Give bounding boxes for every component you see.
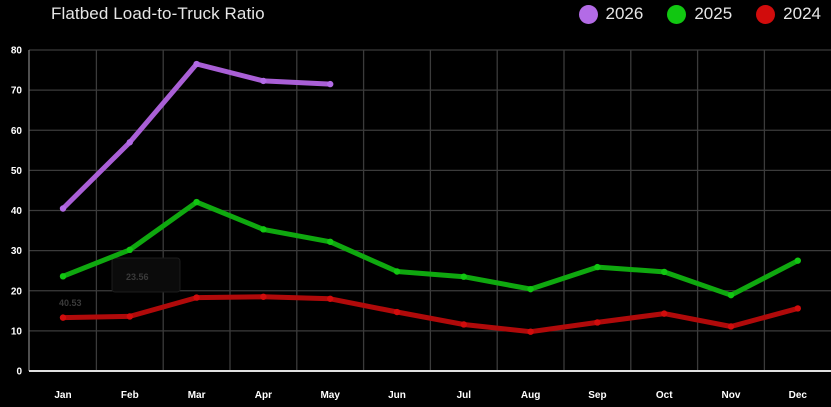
annotation-label: 23.56 [126,272,149,282]
y-tick-label: 40 [11,206,23,217]
y-tick-label: 50 [11,166,23,177]
tooltip-box [111,257,181,293]
x-tick-label: Jun [388,390,406,401]
y-tick-label: 80 [11,46,23,57]
annotation-label: 40.53 [59,298,82,308]
series-line-2024 [60,294,801,335]
data-point-2024 [460,321,467,328]
data-point-2025 [527,285,534,293]
data-point-2024 [661,310,668,317]
data-point-2026 [59,205,67,212]
data-point-2024 [59,314,67,321]
legend-marker-2025 [667,4,687,24]
x-tick-label: Dec [789,390,808,401]
y-tick-label: 60 [11,126,23,137]
x-tick-label: Jul [457,390,472,401]
data-point-2025 [460,273,467,280]
data-point-2026 [193,60,200,68]
series-line-2026 [60,61,333,211]
x-tick-label: Mar [188,390,206,401]
y-tick-label: 0 [16,367,22,378]
x-tick-label: May [320,390,340,401]
legend-marker-2026 [578,4,598,24]
y-tick-label: 20 [11,286,23,297]
legend-label-2026: 2026 [605,4,644,23]
x-tick-label: Oct [656,390,673,401]
x-tick-label: Nov [722,390,741,401]
legend-marker-2024 [756,4,776,24]
data-point-2024 [193,294,200,301]
series-lines [59,60,801,335]
data-point-2026 [126,139,133,146]
y-tick-label: 70 [11,86,23,97]
data-point-2024 [126,313,133,320]
y-tick-label: 10 [11,326,23,337]
data-point-2025 [794,257,801,264]
data-point-2025 [260,226,267,233]
axes: 0 10 20 30 40 50 60 70 80 Jan Feb Mar Apr May Jun Jul Au… [11,46,831,401]
data-point-2024 [393,308,401,316]
data-point-2024 [260,293,267,300]
series-line-2025 [60,199,801,298]
legend: 2026 2025 2024 [555,4,821,24]
data-point-2024 [594,319,601,326]
data-point-2024 [727,323,735,330]
x-tick-label: Feb [121,390,139,401]
x-tick-label: Sep [588,390,606,401]
data-point-2024 [327,295,334,302]
x-tick-label: Apr [255,390,272,401]
legend-item-2026[interactable]: 2026 [578,4,644,24]
data-point-2025 [594,263,601,271]
legend-item-2024[interactable]: 2024 [756,4,821,24]
data-point-2026 [260,77,267,85]
legend-label-2024: 2024 [783,4,821,23]
data-point-2025 [393,268,401,275]
legend-label-2025: 2025 [694,4,733,23]
x-tick-label: Aug [521,390,540,401]
tooltip-ghost: 23.56 40.53 [59,257,181,308]
y-tick-label: 30 [11,246,23,257]
data-point-2025 [727,291,735,299]
legend-item-2025[interactable]: 2025 [667,4,732,24]
data-point-2025 [661,268,668,276]
chart-title: Flatbed Load-to-Truck Ratio [51,4,265,23]
data-point-2026 [327,80,334,88]
data-point-2024 [527,328,534,335]
data-point-2025 [126,246,133,254]
data-point-2024 [794,305,801,312]
data-point-2025 [327,238,334,245]
data-point-2025 [59,273,67,280]
x-tick-label: Jan [54,390,71,401]
data-point-2025 [193,198,200,206]
